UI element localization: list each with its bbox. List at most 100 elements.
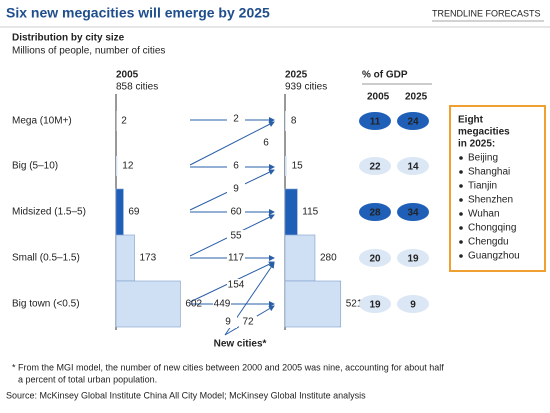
flow-label: 449: [214, 299, 231, 310]
city: Shanghai: [468, 167, 510, 178]
bullet: [459, 240, 463, 244]
source: Source: McKinsey Global Institute China …: [6, 390, 366, 400]
gdp-oval: [359, 249, 391, 267]
flow-label-bg: [213, 298, 231, 310]
bullet: [459, 184, 463, 188]
gdp-oval: [397, 295, 429, 313]
value-label: 173: [140, 253, 157, 264]
value-label: 12: [122, 161, 134, 172]
year-header: 2005: [116, 70, 139, 81]
row-label: Mega (10M+): [12, 116, 72, 127]
flow-label-bg: [257, 137, 275, 149]
gdp-value: 19: [407, 254, 419, 265]
box-title: in 2025:: [458, 139, 495, 150]
flow-label-bg: [227, 160, 245, 172]
flow-label: 55: [230, 231, 242, 242]
row-label: Midsized (1.5–5): [12, 207, 86, 218]
row-label: Small (0.5–1.5): [12, 253, 80, 264]
flow-label-bg: [227, 206, 245, 218]
gdp-value: 20: [369, 254, 381, 265]
bullet: [459, 254, 463, 258]
bullet: [459, 226, 463, 230]
bar: [115, 280, 181, 328]
gdp-value: 14: [407, 162, 419, 173]
count-header: 939 cities: [285, 82, 327, 93]
gdp-value: 28: [369, 208, 381, 219]
flow-arrows: [189, 117, 275, 336]
city: Chengdu: [468, 237, 509, 248]
gdp-oval: [359, 157, 391, 175]
bar: [285, 111, 286, 131]
flow-label-bg: [227, 183, 245, 195]
flow-label: 6: [263, 138, 269, 149]
box-title: Eight: [458, 115, 484, 126]
gdp-value: 19: [369, 300, 381, 311]
flow-label: 9: [233, 184, 239, 195]
city: Tianjin: [468, 181, 497, 192]
bar: [115, 188, 124, 236]
flow-label: 60: [230, 207, 242, 218]
count-header: 858 cities: [116, 82, 158, 93]
flow-label-bg: [239, 316, 257, 328]
gdp-value: 24: [407, 117, 419, 128]
row-label: Big (5–10): [12, 161, 58, 172]
new-cities-label: New cities*: [214, 339, 267, 350]
value-label: 280: [320, 253, 337, 264]
gdp-oval: [359, 203, 391, 221]
gdp-value: 9: [410, 300, 416, 311]
bar: [284, 280, 342, 328]
gdp-oval: [397, 157, 429, 175]
bar: [284, 234, 316, 282]
gdp-oval: [359, 112, 391, 130]
gdp-value: 22: [369, 162, 381, 173]
flow-label: 117: [228, 253, 244, 264]
megacities-box: [449, 105, 546, 272]
gdp-oval: [397, 203, 429, 221]
city: Shenzhen: [468, 195, 513, 206]
gdp-oval: [397, 112, 429, 130]
bullet: [459, 212, 463, 216]
flow-label-bg: [227, 113, 245, 125]
bullet: [459, 170, 463, 174]
year-header: 2025: [285, 70, 308, 81]
city: Guangzhou: [468, 251, 520, 262]
gdp-year: 2025: [405, 92, 428, 103]
row-label: Big town (<0.5): [12, 299, 80, 310]
gdp-value: 34: [407, 208, 419, 219]
city: Wuhan: [468, 209, 500, 220]
footnote: * From the MGI model, the number of new …: [12, 362, 444, 372]
footnote: a percent of total urban population.: [18, 374, 157, 384]
city: Chongqing: [468, 223, 516, 234]
flow-label-bg: [227, 230, 245, 242]
flow-label: 9: [225, 317, 231, 328]
flow-label-bg: [219, 316, 237, 328]
city: Beijing: [468, 153, 498, 164]
bar: [115, 234, 135, 282]
flow-label: 2: [233, 114, 239, 125]
title: Six new megacities will emerge by 2025: [6, 5, 270, 21]
gdp-oval: [397, 249, 429, 267]
flow-label: 72: [242, 317, 254, 328]
value-label: 2: [121, 116, 127, 127]
flow-label: 154: [228, 280, 245, 291]
value-label: 15: [292, 161, 304, 172]
gdp-year: 2005: [367, 92, 390, 103]
unit-note: Millions of people, number of cities: [12, 46, 165, 57]
bar: [116, 156, 118, 176]
value-label: 69: [128, 207, 140, 218]
value-label: 115: [302, 207, 318, 218]
bullet: [459, 156, 463, 160]
bullet: [459, 198, 463, 202]
value-label: 521: [346, 299, 363, 310]
subtitle: Distribution by city size: [12, 33, 125, 44]
tag: TRENDLINE FORECASTS: [432, 8, 541, 18]
box-title: megacities: [458, 127, 510, 138]
gdp-header: % of GDP: [362, 70, 408, 81]
bar: [284, 188, 298, 236]
flow-label-bg: [227, 252, 245, 264]
gdp-oval: [359, 295, 391, 313]
value-label: 602: [185, 299, 202, 310]
value-label: 8: [291, 116, 297, 127]
flow-label-bg: [227, 279, 245, 291]
